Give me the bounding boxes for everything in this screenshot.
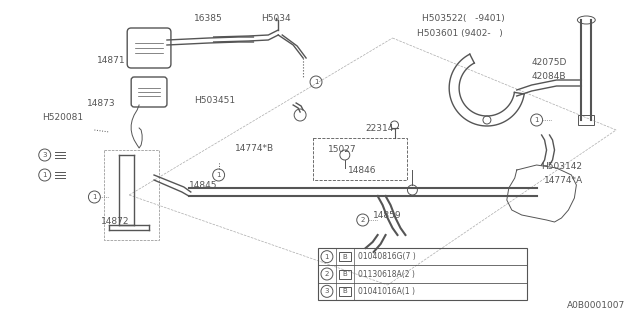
Text: 16385: 16385 [194, 13, 223, 22]
Text: 14872: 14872 [101, 217, 130, 226]
Text: 01130618A(2 ): 01130618A(2 ) [358, 269, 415, 278]
Text: 14871: 14871 [97, 55, 126, 65]
Text: 1: 1 [216, 172, 221, 178]
Text: 14859: 14859 [372, 211, 401, 220]
Text: 1: 1 [42, 172, 47, 178]
Bar [339, 269, 351, 278]
Text: 22314: 22314 [365, 124, 394, 132]
Text: 42075D: 42075D [532, 58, 567, 67]
Text: H503522(   -9401): H503522( -9401) [422, 13, 505, 22]
Text: 14873: 14873 [88, 99, 116, 108]
Bar [318, 248, 527, 300]
Text: 14774*B: 14774*B [234, 143, 274, 153]
Text: 1: 1 [534, 117, 539, 123]
Text: B: B [342, 271, 348, 277]
Text: 1: 1 [324, 254, 329, 260]
Text: B: B [342, 288, 348, 294]
Text: 14846: 14846 [348, 165, 376, 174]
Text: H520081: H520081 [42, 113, 83, 122]
Text: H503451: H503451 [194, 95, 235, 105]
Text: 2: 2 [360, 217, 365, 223]
Text: H5034: H5034 [261, 13, 291, 22]
Text: H503142: H503142 [541, 162, 582, 171]
Text: 01040816G(7 ): 01040816G(7 ) [358, 252, 415, 261]
Text: 2: 2 [324, 271, 329, 277]
Bar [313, 138, 408, 180]
Text: 3: 3 [324, 288, 329, 294]
Bar [579, 115, 595, 125]
Text: 15027: 15027 [328, 145, 356, 154]
Text: 3: 3 [42, 152, 47, 158]
Bar [339, 287, 351, 296]
Text: B: B [342, 254, 348, 260]
Text: 1: 1 [314, 79, 318, 85]
Text: 14774*A: 14774*A [543, 175, 582, 185]
Text: H503601 (9402-   ): H503601 (9402- ) [417, 28, 503, 37]
Text: 1: 1 [92, 194, 97, 200]
Text: A0B0001007: A0B0001007 [566, 300, 625, 309]
Text: 01041016A(1 ): 01041016A(1 ) [358, 287, 415, 296]
Bar [104, 150, 159, 240]
Bar [339, 252, 351, 261]
Text: 14845: 14845 [189, 180, 218, 189]
Text: 42084B: 42084B [532, 71, 566, 81]
